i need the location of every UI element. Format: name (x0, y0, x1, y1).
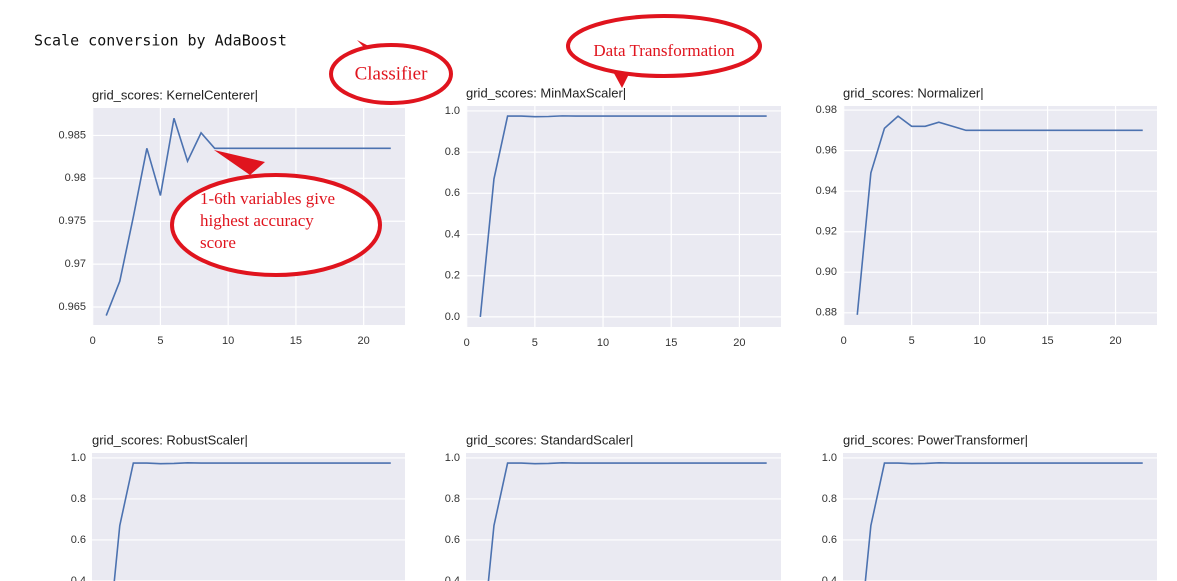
callout-bubble (329, 43, 453, 105)
x-tick-label: 20 (1109, 335, 1121, 347)
line (856, 115, 1143, 315)
y-tick-label: 0.8 (445, 146, 460, 158)
y-tick-label: 0.4 (822, 575, 837, 581)
chart: grid_scores: MinMaxScaler| 0.0 0.2 0.4 0.6 0.… (445, 85, 781, 349)
y-tick-label: 0.94 (816, 185, 837, 197)
chart-title: grid_scores: Normalizer| (843, 85, 984, 100)
plot-area (466, 453, 781, 581)
x-tick-label: 5 (532, 337, 538, 349)
chart-title: grid_scores: StandardScaler| (466, 432, 633, 447)
y-tick-label: 0.2 (445, 270, 460, 282)
charts: grid_scores: KernelCenterer|0.9650.970.9… (58, 85, 1157, 581)
chart-title: grid_scores: KernelCenterer| (92, 87, 258, 102)
x-tick-label: 0 (464, 337, 470, 349)
chart-title: grid_scores: PowerTransformer| (843, 432, 1028, 447)
x-tick-label: 20 (733, 337, 745, 349)
plot-area (843, 106, 1157, 325)
y-tick-label: 0.4 (71, 575, 86, 581)
callout-bubble (170, 173, 382, 277)
callout-tail (214, 150, 265, 175)
callout: Classifier (329, 40, 453, 105)
chart-title: grid_scores: RobustScaler| (92, 432, 248, 447)
y-tick-label: 0.965 (58, 301, 86, 313)
y-tick-label: 0.98 (65, 172, 86, 184)
y-tick-label: 0.96 (816, 145, 837, 157)
callout-text: 1-6th variables give (200, 189, 335, 208)
y-tick-label: 1.0 (822, 452, 837, 464)
line (864, 462, 1143, 581)
y-tick-label: 0.6 (822, 534, 837, 546)
y-tick-label: 0.98 (816, 104, 837, 116)
x-tick-label: 10 (597, 337, 609, 349)
chart: grid_scores: PowerTransformer| 0.4 0.6 0.8 1… (822, 432, 1157, 581)
chart-title: grid_scores: MinMaxScaler| (466, 85, 626, 100)
plot-area (92, 453, 405, 581)
x-tick-label: 10 (222, 335, 234, 347)
x-tick-label: 5 (909, 335, 915, 347)
x-tick-label: 0 (90, 335, 96, 347)
line (105, 118, 391, 316)
callout-text: score (200, 233, 236, 252)
x-tick-label: 20 (358, 335, 370, 347)
header: Scale conversion by AdaBoost (34, 32, 287, 50)
y-tick-label: 0.8 (445, 493, 460, 505)
y-tick-label: 0.8 (822, 493, 837, 505)
x-tick-label: 15 (1041, 335, 1053, 347)
plot-area (466, 106, 781, 327)
y-tick-label: 0.88 (816, 307, 837, 319)
y-tick-label: 0.975 (58, 215, 86, 227)
y-tick-label: 0.985 (58, 129, 86, 141)
y-tick-label: 1.0 (445, 452, 460, 464)
y-tick-label: 0.6 (71, 534, 86, 546)
y-tick-label: 1.0 (445, 105, 460, 117)
plot-area (843, 453, 1157, 581)
y-tick-label: 0.6 (445, 534, 460, 546)
line (487, 462, 767, 581)
y-tick-label: 0.0 (445, 311, 460, 323)
x-tick-label: 15 (665, 337, 677, 349)
y-tick-label: 0.92 (816, 226, 837, 238)
y-tick-label: 0.4 (445, 575, 460, 581)
x-tick-label: 5 (157, 335, 163, 347)
callout-text: Classifier (355, 63, 428, 84)
line (113, 462, 391, 581)
callout: 1-6th variables give highest accuracy sc… (170, 150, 382, 277)
x-tick-label: 10 (973, 335, 985, 347)
y-tick-label: 0.90 (816, 266, 837, 278)
callout-text: Data Transformation (593, 41, 735, 60)
chart: grid_scores: RobustScaler| 0.4 0.6 0.8 1.0 (71, 432, 405, 581)
line (479, 115, 767, 317)
x-tick-label: 15 (290, 335, 302, 347)
y-tick-label: 0.97 (65, 258, 86, 270)
callout-bubble (566, 14, 762, 78)
y-tick-label: 0.8 (71, 493, 86, 505)
chart: grid_scores: StandardScaler| 0.4 0.6 0.8 1.0 (445, 432, 781, 581)
callout-text: highest accuracy (200, 211, 314, 230)
y-tick-label: 0.6 (445, 187, 460, 199)
callout: Data Transformation (566, 14, 762, 88)
chart: grid_scores: Normalizer| 0.88 0.90 0.92 0.94… (816, 85, 1157, 347)
y-tick-label: 0.4 (445, 228, 460, 240)
y-tick-label: 1.0 (71, 452, 86, 464)
x-tick-label: 0 (841, 335, 847, 347)
